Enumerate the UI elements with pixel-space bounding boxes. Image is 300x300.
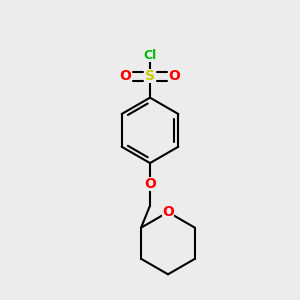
Text: O: O [162, 205, 174, 219]
Text: S: S [145, 69, 155, 83]
Text: O: O [119, 69, 131, 83]
Text: O: O [144, 177, 156, 191]
Text: Cl: Cl [143, 49, 157, 62]
Text: O: O [169, 69, 181, 83]
